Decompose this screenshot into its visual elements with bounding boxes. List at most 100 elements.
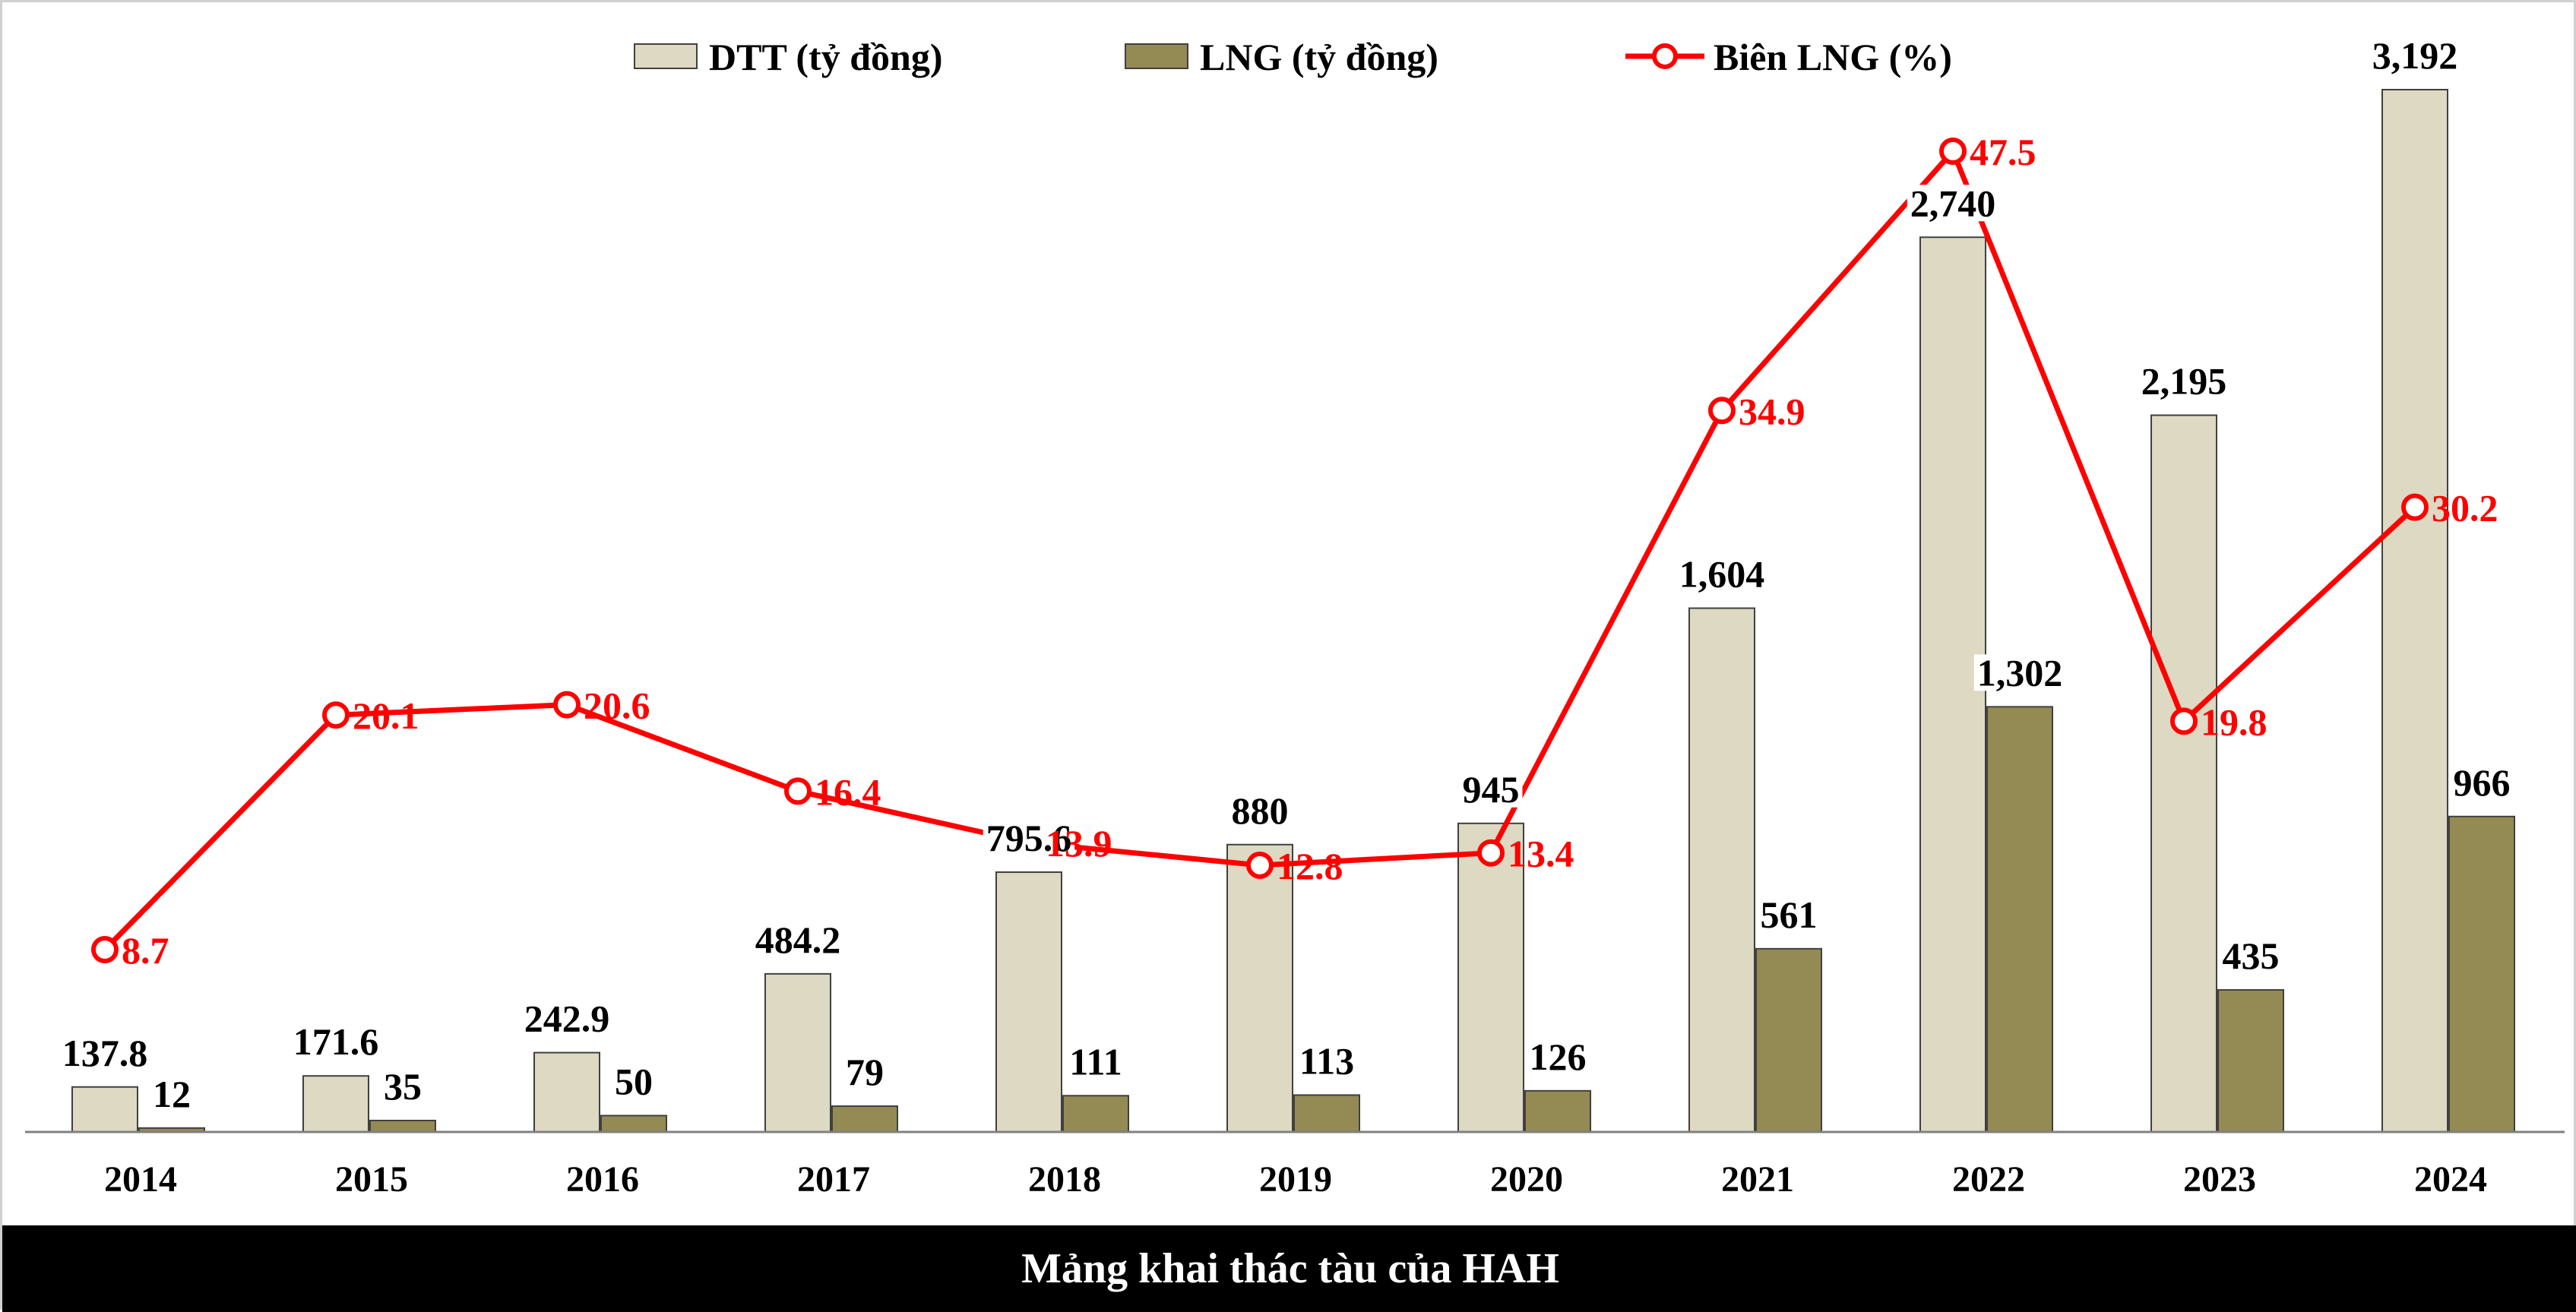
dtt-label-2017-group: 484.2 bbox=[752, 918, 844, 961]
dtt-label-2015-bg bbox=[290, 1023, 382, 1061]
line-layer bbox=[91, 138, 2429, 963]
dtt-label-2023: 2,195 bbox=[2141, 360, 2227, 403]
x-tick-2024: 2024 bbox=[2414, 1159, 2487, 1200]
lng-label-2020: 126 bbox=[1530, 1035, 1587, 1078]
lng-bar-2021 bbox=[1755, 947, 1822, 1133]
dtt-label-2017: 484.2 bbox=[755, 918, 841, 961]
x-tick-2022: 2022 bbox=[1952, 1159, 2025, 1200]
dtt-bar-2021 bbox=[1688, 607, 1755, 1133]
lng-bar-2017 bbox=[831, 1105, 898, 1133]
dtt-label-2020-bg bbox=[1459, 770, 1523, 808]
lng-label-2022-bg bbox=[1973, 654, 2066, 691]
dtt-label-2016-bg bbox=[521, 1000, 613, 1037]
lng-label-2024-group: 966 bbox=[2450, 761, 2514, 804]
dtt-bar-2018 bbox=[995, 871, 1062, 1133]
margin-point-2022 bbox=[1939, 138, 1967, 165]
margin-label-2022: 47.5 bbox=[1970, 131, 2036, 173]
dtt-bar-2017 bbox=[764, 972, 831, 1133]
dtt-label-2018-bg bbox=[983, 820, 1075, 857]
lng-bar-2024 bbox=[2448, 815, 2515, 1133]
lng-label-2015: 35 bbox=[384, 1065, 422, 1108]
legend-swatch-lng bbox=[1125, 43, 1188, 69]
lng-bar-2015 bbox=[369, 1119, 436, 1133]
lng-label-2017-bg bbox=[843, 1054, 887, 1091]
lng-bar-2018 bbox=[1062, 1095, 1129, 1133]
dtt-label-2014-bg bbox=[59, 1034, 151, 1071]
x-tick-2023: 2023 bbox=[2183, 1159, 2256, 1200]
margin-label-2015: 20.1 bbox=[353, 694, 419, 737]
dtt-label-2018: 795.6 bbox=[986, 817, 1072, 859]
dtt-bar-2024 bbox=[2381, 89, 2448, 1133]
lng-label-2019: 113 bbox=[1299, 1039, 1354, 1082]
bars-layer bbox=[71, 89, 2515, 1133]
dtt-label-2018-group: 795.6 bbox=[983, 817, 1075, 859]
dtt-label-2017-bg bbox=[752, 921, 844, 958]
x-tick-2020: 2020 bbox=[1490, 1159, 1563, 1200]
lng-label-2017: 79 bbox=[846, 1051, 884, 1093]
lng-label-2022-group: 1,302 bbox=[1973, 651, 2066, 694]
dtt-label-2022: 2,740 bbox=[1910, 182, 1996, 224]
x-tick-2021: 2021 bbox=[1721, 1159, 1794, 1200]
lng-bar-2019 bbox=[1293, 1094, 1360, 1133]
dtt-label-2022-group: 2,740 bbox=[1907, 182, 1999, 224]
margin-label-2023: 19.8 bbox=[2201, 700, 2267, 743]
legend: DTT (tỷ đồng) LNG (tỷ đồng) Biên LNG (%) bbox=[634, 36, 1952, 78]
margin-point-2019 bbox=[1246, 851, 1274, 879]
x-tick-2018: 2018 bbox=[1028, 1159, 1101, 1200]
lng-label-2022: 1,302 bbox=[1977, 651, 2063, 694]
margin-point-2023 bbox=[2170, 707, 2198, 735]
dtt-label-2021: 1,604 bbox=[1679, 553, 1765, 596]
dtt-label-2023-group: 2,195 bbox=[2138, 360, 2230, 403]
dtt-label-2021-group: 1,604 bbox=[1676, 553, 1768, 596]
lng-label-2015-group: 35 bbox=[381, 1065, 425, 1108]
dtt-label-2024: 3,192 bbox=[2372, 34, 2458, 77]
dtt-label-2021-bg bbox=[1676, 555, 1768, 593]
margin-label-2014: 8.7 bbox=[122, 929, 169, 972]
x-tick-2019: 2019 bbox=[1259, 1159, 1332, 1200]
lng-label-2016: 50 bbox=[615, 1061, 653, 1103]
margin-point-2021 bbox=[1708, 397, 1736, 425]
lng-label-2024-bg bbox=[2450, 763, 2514, 801]
dtt-label-2014: 137.8 bbox=[62, 1032, 148, 1074]
dtt-label-2020: 945 bbox=[1463, 768, 1520, 811]
lng-label-2018-group: 111 bbox=[1066, 1040, 1125, 1083]
dtt-label-2016-group: 242.9 bbox=[521, 997, 613, 1040]
lng-label-2023-bg bbox=[2219, 937, 2283, 975]
lng-label-2021-bg bbox=[1757, 896, 1821, 933]
margin-label-2018: 13.9 bbox=[1046, 822, 1112, 865]
dtt-bar-2016 bbox=[533, 1051, 600, 1133]
lng-bar-2022 bbox=[1986, 706, 2053, 1133]
lng-label-2018-bg bbox=[1066, 1043, 1125, 1080]
dtt-label-2019-bg bbox=[1228, 792, 1292, 829]
dtt-bar-2020 bbox=[1457, 822, 1524, 1133]
x-tick-2017: 2017 bbox=[797, 1159, 870, 1200]
margin-point-2017 bbox=[784, 777, 812, 805]
margin-point-2014 bbox=[91, 936, 119, 963]
dtt-label-2015: 171.6 bbox=[293, 1020, 379, 1063]
caption-bar: Mảng khai thác tàu của HAH bbox=[2, 1225, 2576, 1312]
margin-label-2019: 12.8 bbox=[1277, 845, 1343, 887]
dtt-label-2024-bg bbox=[2369, 37, 2461, 74]
lng-label-2021-group: 561 bbox=[1757, 893, 1821, 936]
x-tick-2015: 2015 bbox=[335, 1159, 408, 1200]
margin-point-2015 bbox=[322, 701, 350, 729]
legend-swatch-margin-marker bbox=[1652, 43, 1678, 69]
x-tick-2014: 2014 bbox=[104, 1159, 177, 1200]
margin-label-2024: 30.2 bbox=[2432, 487, 2498, 530]
lng-label-2019-group: 113 bbox=[1296, 1039, 1358, 1082]
x-ticks: 2014 2015 2016 2017 2018 2019 2020 2021 2022 2023… bbox=[104, 1159, 2487, 1200]
lng-label-2014-bg bbox=[150, 1075, 194, 1112]
lng-label-2023: 435 bbox=[2223, 934, 2280, 977]
dtt-label-2020-group: 945 bbox=[1459, 768, 1523, 811]
lng-label-2016-bg bbox=[612, 1063, 656, 1100]
lng-label-2020-group: 126 bbox=[1526, 1035, 1590, 1078]
dtt-bar-2015 bbox=[302, 1075, 369, 1133]
lng-bar-2020 bbox=[1524, 1089, 1591, 1133]
margin-point-2016 bbox=[553, 691, 581, 719]
lng-label-2020-bg bbox=[1526, 1038, 1590, 1075]
lng-label-2023-group: 435 bbox=[2219, 934, 2283, 977]
dtt-label-2023-bg bbox=[2138, 362, 2230, 400]
dtt-label-2016: 242.9 bbox=[524, 997, 610, 1040]
